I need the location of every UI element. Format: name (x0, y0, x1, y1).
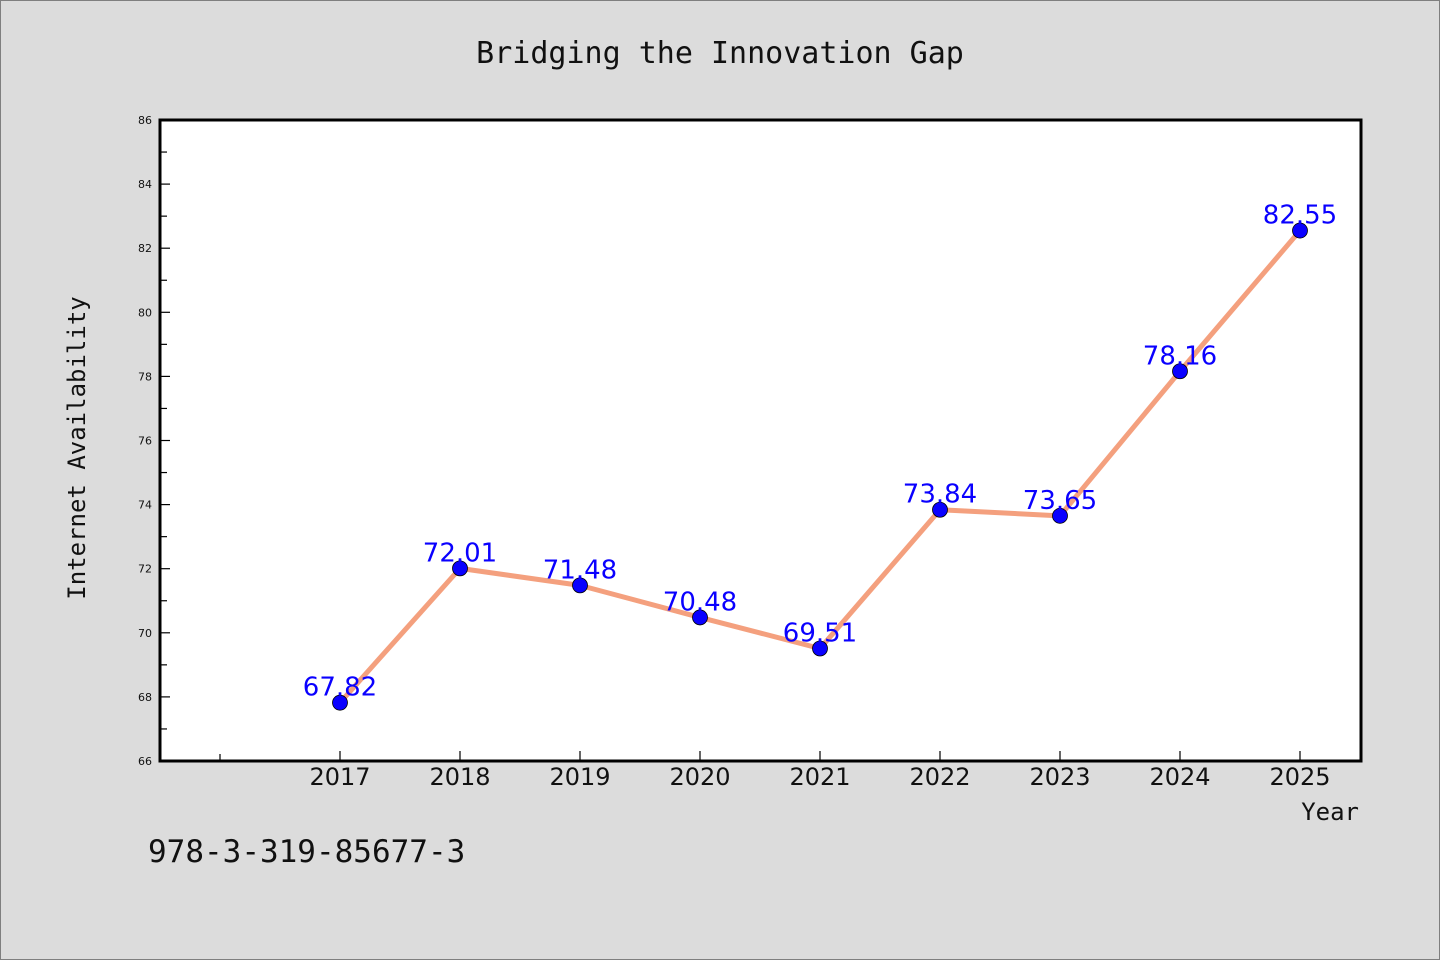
y-tick-label: 86 (138, 114, 152, 127)
x-tick-label: 2021 (789, 763, 850, 791)
data-point (332, 694, 348, 711)
x-tick-label: 2024 (1149, 763, 1210, 791)
data-point (932, 501, 948, 518)
data-label: 69.51 (783, 619, 857, 649)
x-tick-label: 2019 (549, 763, 610, 791)
y-tick-label: 78 (138, 370, 152, 383)
data-point (1052, 507, 1068, 524)
series-layer: 67.82 72.01 71.48 70.48 69.51 73.84 73.65 78.16… (303, 201, 1337, 711)
data-label: 72.01 (423, 538, 497, 568)
footer-code: 978-3-319-85677-3 (148, 834, 466, 870)
x-tick-label: 2022 (909, 763, 970, 791)
y-tick-label: 68 (138, 691, 152, 704)
x-axis-ticks: 2017 2018 2019 2020 2021 2022 2023 2024 2025 (219, 751, 1331, 791)
data-point (1172, 363, 1188, 380)
y-tick-label: 70 (138, 627, 152, 640)
data-point (692, 609, 708, 626)
chart-title: Bridging the Innovation Gap (476, 36, 964, 71)
data-label: 82.55 (1263, 201, 1337, 231)
x-tick-label: 2023 (1029, 763, 1090, 791)
y-tick-label: 72 (138, 563, 152, 576)
y-tick-label: 66 (138, 755, 152, 768)
data-label: 71.48 (543, 555, 617, 585)
y-tick-label: 76 (138, 435, 152, 448)
data-label: 67.82 (303, 673, 377, 703)
x-axis-label: Year (1301, 798, 1359, 826)
data-point (452, 560, 468, 577)
data-label: 73.65 (1023, 486, 1097, 516)
data-point (1292, 222, 1308, 239)
x-tick-label: 2025 (1269, 763, 1330, 791)
data-label: 73.84 (903, 480, 977, 510)
data-label: 70.48 (663, 587, 737, 617)
x-tick-label: 2018 (429, 763, 490, 791)
y-tick-label: 82 (138, 242, 152, 255)
x-tick-label: 2020 (669, 763, 730, 791)
y-tick-label: 74 (138, 499, 152, 512)
y-tick-label: 84 (138, 178, 152, 191)
plot-area (160, 120, 1361, 761)
data-label: 78.16 (1143, 341, 1217, 371)
x-tick-label: 2017 (309, 763, 370, 791)
y-tick-label: 80 (138, 306, 152, 319)
plot-border (158, 118, 1363, 763)
data-point (572, 577, 588, 594)
y-axis-label: Internet Availability (63, 296, 91, 599)
data-point (812, 640, 828, 657)
